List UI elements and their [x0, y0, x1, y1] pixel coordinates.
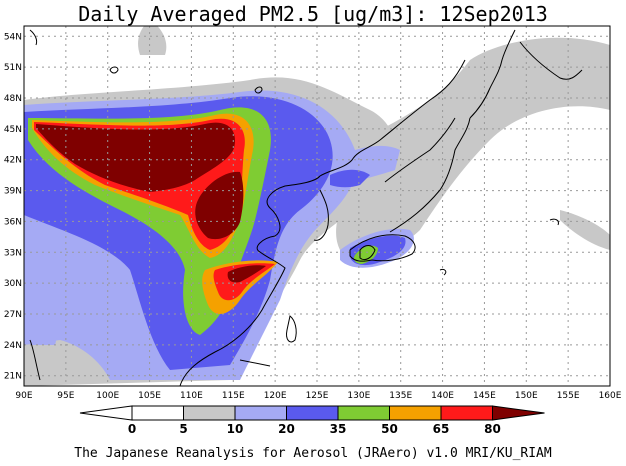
colorbar-low-arrow	[79, 405, 133, 421]
colorbar-segment	[131, 405, 184, 421]
lat-tick-label: 39N	[4, 187, 22, 197]
map-frame	[23, 25, 611, 387]
lon-tick-label: 145E	[473, 391, 496, 401]
colorbar-segment	[440, 405, 493, 421]
colorbar-segment	[183, 405, 236, 421]
lat-tick-label: 33N	[4, 248, 22, 258]
colorbar-label: 10	[227, 422, 244, 436]
lon-tick-label: 160E	[599, 391, 622, 401]
lon-tick-label: 135E	[389, 391, 412, 401]
lat-tick-label: 42N	[4, 156, 22, 166]
lat-tick-label: 30N	[4, 279, 22, 289]
colorbar-label: 0	[128, 422, 136, 436]
colorbar-label: 50	[381, 422, 398, 436]
lon-tick-label: 155E	[557, 391, 580, 401]
colorbar-segment	[286, 405, 339, 421]
colorbar-label: 35	[330, 422, 347, 436]
map-title: Daily Averaged PM2.5 [ug/m3]: 12Sep2013	[78, 2, 548, 26]
colorbar-segment	[234, 405, 287, 421]
lon-tick-label: 110E	[180, 391, 203, 401]
lon-tick-label: 140E	[431, 391, 454, 401]
colorbar-label: 20	[278, 422, 295, 436]
field-darkred	[36, 122, 266, 283]
coastlines	[29, 29, 583, 386]
lon-tick-label: 115E	[222, 391, 245, 401]
colorbar-segment	[337, 405, 390, 421]
lat-tick-label: 45N	[4, 125, 22, 135]
lat-tick-label: 21N	[4, 372, 22, 382]
colorbar-label: 80	[484, 422, 501, 436]
lon-tick-label: 90E	[15, 391, 32, 401]
colorbar: 0 5 10 20 35 50 65 80	[79, 405, 545, 436]
graticule	[24, 26, 610, 386]
colorbar-segment	[389, 405, 442, 421]
lat-tick-label: 48N	[4, 94, 22, 104]
lat-tick-label: 36N	[4, 217, 22, 227]
footer-credit: The Japanese Reanalysis for Aerosol (JRA…	[74, 446, 552, 461]
lat-tick-label: 51N	[4, 63, 22, 73]
colorbar-high-arrow	[492, 405, 545, 421]
colorbar-label: 65	[433, 422, 450, 436]
lon-tick-label: 120E	[264, 391, 287, 401]
lon-tick-label: 125E	[306, 391, 329, 401]
lat-tick-label: 24N	[4, 341, 22, 351]
lon-tick-label: 105E	[138, 391, 161, 401]
colorbar-label: 5	[179, 422, 187, 436]
lon-tick-label: 130E	[347, 391, 370, 401]
pm25-fields	[24, 26, 610, 386]
lat-tick-label: 27N	[4, 310, 22, 320]
lat-tick-label: 54N	[4, 32, 22, 42]
latitude-labels: 21N 24N 27N 30N 33N 36N 39N 42N 45N 48N 51N 54N	[4, 32, 22, 381]
lon-tick-label: 95E	[57, 391, 74, 401]
lon-tick-label: 100E	[96, 391, 119, 401]
longitude-labels: 90E 95E 100E 105E 110E 115E 120E 125E 130E 135E 14…	[15, 391, 621, 401]
lon-tick-label: 150E	[515, 391, 538, 401]
